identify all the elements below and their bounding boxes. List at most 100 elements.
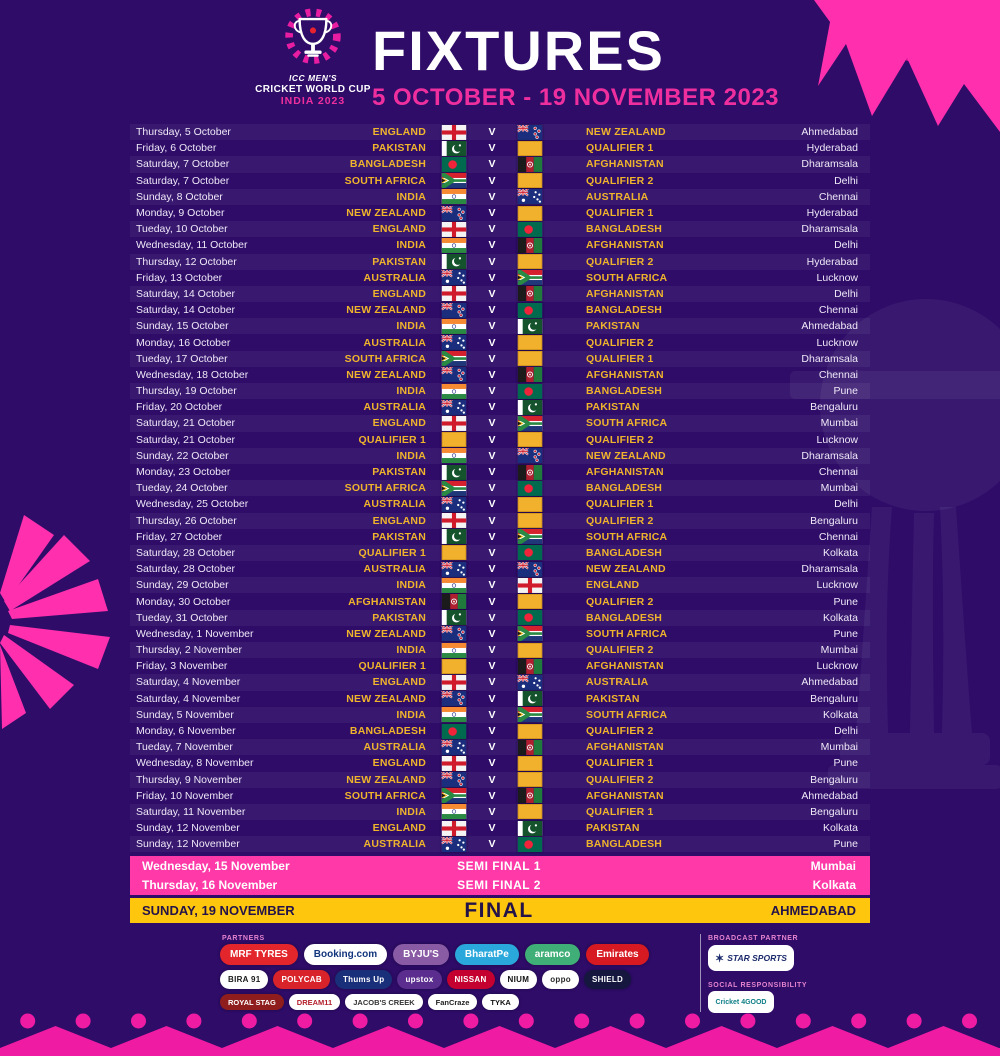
india-flag <box>441 189 467 205</box>
fixture-venue: Bengaluru <box>810 692 858 705</box>
fixture-date: Friday, 13 October <box>136 271 223 284</box>
versus-label: V <box>488 805 496 818</box>
fixture-venue: Hyderabad <box>806 142 858 155</box>
versus-label: V <box>488 757 496 770</box>
team1-name: NEW ZEALAND <box>346 368 426 381</box>
fixture-row: Friday, 20 October AUSTRALIA V PAKISTAN … <box>130 399 870 415</box>
south-africa-flag <box>517 415 543 431</box>
fixture-date: Saturday, 4 November <box>136 692 241 705</box>
team2-name: QUALIFIER 2 <box>586 174 654 187</box>
partner-logo-thums-up: Thums Up <box>334 970 393 989</box>
team1-name: INDIA <box>396 644 426 657</box>
fixture-venue: Mumbai <box>820 644 858 657</box>
fixture-venue: Delhi <box>834 287 858 300</box>
new-zealand-flag <box>441 367 467 383</box>
team2-flag-slot <box>502 415 558 431</box>
team2-flag-slot <box>502 351 558 367</box>
india-flag <box>441 448 467 464</box>
afghanistan-flag <box>517 464 543 480</box>
team2-flag-slot <box>502 561 558 577</box>
logo-text-line1: ICC MEN'S <box>288 73 338 83</box>
bangladesh-flag <box>441 156 467 172</box>
star-icon: ✶ <box>715 952 725 965</box>
fixture-venue: Lucknow <box>816 336 858 349</box>
fixture-date: Sunday, 12 November <box>136 822 240 835</box>
partner-logo-tyka: TYKA <box>482 994 519 1010</box>
team1-flag-slot <box>426 464 482 480</box>
fixture-venue: Delhi <box>834 725 858 738</box>
team2-name: QUALIFIER 2 <box>586 255 654 268</box>
versus-label: V <box>488 239 496 252</box>
versus-label: V <box>488 433 496 446</box>
fixture-row: Friday, 6 October PAKISTAN V QUALIFIER 1… <box>130 140 870 156</box>
fixture-venue: Mumbai <box>820 482 858 495</box>
team2-name: ENGLAND <box>586 579 640 592</box>
sponsors-footer: PARTNERS MRF TYRES Booking.com BYJU'S Bhara… <box>0 930 1000 1020</box>
fixture-venue: Pune <box>833 757 858 770</box>
versus-label: V <box>488 563 496 576</box>
fixture-row: Monday, 23 October PAKISTAN V AFGHANISTA… <box>130 464 870 480</box>
qualifier-flag <box>441 545 467 561</box>
fixture-date: Thursday, 5 October <box>136 126 231 139</box>
fixture-venue: Pune <box>833 627 858 640</box>
qualifier-flag <box>517 254 543 270</box>
team2-name: NEW ZEALAND <box>586 126 666 139</box>
fixture-date: Wednesday, 11 October <box>136 239 248 252</box>
fixture-date: Friday, 20 October <box>136 401 223 414</box>
fixture-venue: Lucknow <box>816 433 858 446</box>
fixture-row: Saturday, 21 October QUALIFIER 1 V QUALI… <box>130 432 870 448</box>
fixture-row: Wednesday, 8 November ENGLAND V QUALIFIE… <box>130 755 870 771</box>
fixture-row: Wednesday, 1 November NEW ZEALAND V SOUT… <box>130 626 870 642</box>
new-zealand-flag <box>441 691 467 707</box>
australia-flag <box>441 836 467 852</box>
team2-name: PAKISTAN <box>586 692 640 705</box>
fixture-date: Thursday, 12 October <box>136 255 237 268</box>
team1-flag-slot <box>426 124 482 140</box>
india-flag <box>441 383 467 399</box>
versus-label: V <box>488 417 496 430</box>
afghanistan-flag <box>517 156 543 172</box>
team1-name: ENGLAND <box>372 223 426 236</box>
team1-flag-slot <box>426 140 482 156</box>
fixture-date: Saturday, 14 October <box>136 287 236 300</box>
bangladesh-flag <box>441 723 467 739</box>
team1-name: PAKISTAN <box>372 142 426 155</box>
semi-final-1-label: SEMI FINAL 1 <box>457 858 541 873</box>
versus-label: V <box>488 385 496 398</box>
team1-name: QUALIFIER 1 <box>358 546 426 559</box>
fixture-date: Monday, 23 October <box>136 466 231 479</box>
fixture-venue: Pune <box>833 595 858 608</box>
team2-flag-slot <box>502 513 558 529</box>
team1-flag-slot <box>426 836 482 852</box>
fixture-row: Saturday, 11 November INDIA V QUALIFIER … <box>130 803 870 821</box>
versus-label: V <box>488 255 496 268</box>
fixture-date: Tueday, 24 October <box>136 482 228 495</box>
team2-flag-slot <box>502 594 558 610</box>
team2-name: QUALIFIER 1 <box>586 498 654 511</box>
team2-name: AFGHANISTAN <box>586 158 664 171</box>
partner-logo-aramco: aramco <box>524 944 581 965</box>
afghanistan-flag <box>517 739 543 755</box>
fixture-venue: Dharamsala <box>801 352 858 365</box>
team2-name: NEW ZEALAND <box>586 449 666 462</box>
bangladesh-flag <box>517 836 543 852</box>
fixture-date: Saturday, 21 October <box>136 433 236 446</box>
cricket-4good-logo: Cricket 4GOOD <box>708 991 774 1013</box>
semi-final-2-venue: Kolkata <box>812 878 856 893</box>
team2-name: AFGHANISTAN <box>586 466 664 479</box>
pakistan-flag <box>517 318 543 334</box>
versus-label: V <box>488 142 496 155</box>
team2-flag-slot <box>502 237 558 253</box>
team1-name: SOUTH AFRICA <box>344 174 426 187</box>
fixture-date: Friday, 6 October <box>136 142 217 155</box>
versus-label: V <box>488 741 496 754</box>
team2-name: QUALIFIER 2 <box>586 433 654 446</box>
partner-logo-booking-com: Booking.com <box>303 944 388 965</box>
team1-flag-slot <box>426 561 482 577</box>
team2-flag-slot <box>502 480 558 496</box>
team1-name: ENGLAND <box>372 514 426 527</box>
team1-name: NEW ZEALAND <box>346 692 426 705</box>
team1-flag-slot <box>426 772 482 788</box>
team2-flag-slot <box>502 626 558 642</box>
fixture-row: Tueday, 10 October ENGLAND V BANGLADESH … <box>130 221 870 238</box>
